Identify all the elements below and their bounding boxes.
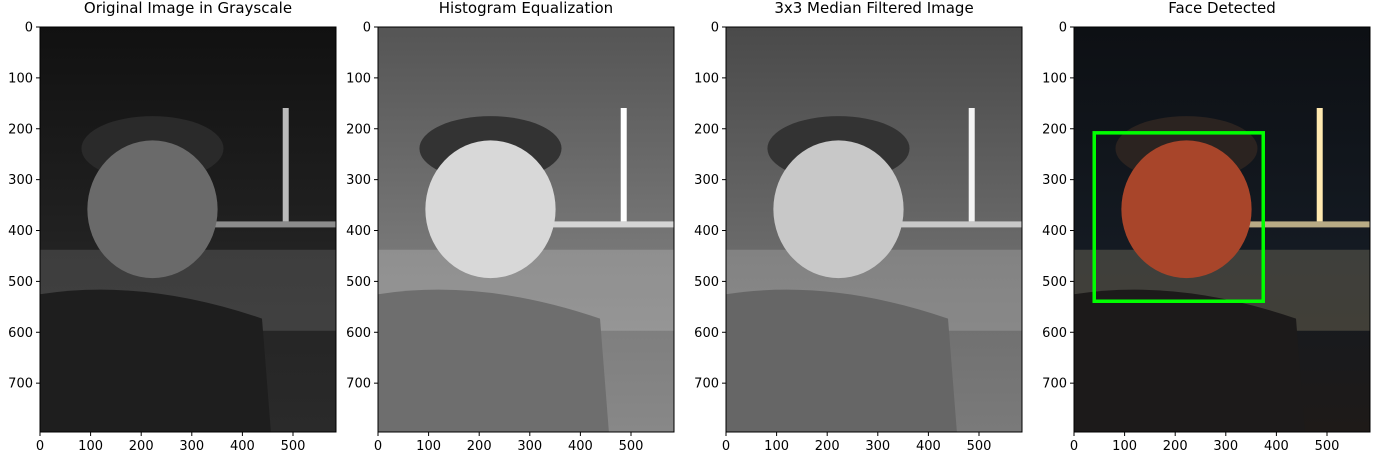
tower [282,108,289,222]
face [425,140,556,279]
axes-frame [39,26,337,433]
body [1074,289,1305,432]
city-lights [540,221,674,228]
y-tick-label: 100 [346,71,371,86]
x-tick-label: 400 [916,439,941,454]
face [87,140,218,279]
y-tick-label: 600 [1042,326,1067,341]
y-tick-label: 200 [1042,122,1067,137]
x-tick-label: 0 [374,439,382,454]
y-tick-label: 0 [711,21,719,36]
x-tick-label: 100 [764,439,789,454]
x-tick-label: 500 [281,439,306,454]
y-tick-label: 700 [694,377,719,392]
face [773,140,904,279]
x-tick-label: 200 [467,439,492,454]
x-tick-label: 300 [865,439,890,454]
x-tick-label: 500 [619,439,644,454]
y-tick-label: 700 [8,377,33,392]
y-tick-label: 700 [346,377,371,392]
panel: 3x3 Median Filtered Image 0 100 200 300 400 50… [694,0,1023,454]
y-tick-label: 100 [1042,71,1067,86]
panel-title: Face Detected [1168,0,1275,17]
body [378,289,609,432]
x-tick-label: 400 [1264,439,1289,454]
y-tick-label: 400 [1042,224,1067,239]
y-tick-label: 400 [8,224,33,239]
y-tick-label: 600 [346,326,371,341]
y-tick-label: 100 [8,71,33,86]
x-tick-label: 500 [967,439,992,454]
panel: Face Detected 0 100 200 300 400 500 0 100 200 300 4… [1042,0,1371,454]
body [40,289,271,432]
y-tick-label: 0 [25,21,33,36]
panel-title: Histogram Equalization [439,0,613,17]
y-tick-label: 500 [346,275,371,290]
y-tick-label: 500 [694,275,719,290]
y-tick-label: 300 [8,173,33,188]
y-tick-label: 0 [363,21,371,36]
y-tick-label: 400 [346,224,371,239]
x-tick-label: 400 [230,439,255,454]
y-tick-label: 200 [694,122,719,137]
axes-frame [725,26,1023,433]
axes-frame [377,26,675,433]
y-tick-label: 0 [1059,21,1067,36]
x-tick-label: 0 [722,439,730,454]
x-tick-label: 100 [1112,439,1137,454]
y-tick-label: 600 [694,326,719,341]
y-tick-label: 200 [346,122,371,137]
x-tick-label: 100 [416,439,441,454]
panel: Original Image in Grayscale 0 100 200 300 400… [8,0,337,454]
x-tick-label: 300 [179,439,204,454]
x-tick-label: 200 [815,439,840,454]
y-tick-label: 500 [1042,275,1067,290]
y-tick-label: 600 [8,326,33,341]
tower [968,108,975,222]
tower [620,108,627,222]
x-tick-label: 100 [78,439,103,454]
panel-title: Original Image in Grayscale [84,0,292,17]
x-tick-label: 500 [1315,439,1340,454]
city-lights [888,221,1022,228]
axes-frame [1073,26,1371,433]
x-tick-label: 0 [1070,439,1078,454]
y-tick-label: 700 [1042,377,1067,392]
y-tick-label: 300 [694,173,719,188]
y-tick-label: 500 [8,275,33,290]
face-box [1092,131,1265,303]
panel-title: 3x3 Median Filtered Image [774,0,973,17]
panel: Histogram Equalization 0 100 200 300 400 500 0 1… [346,0,675,454]
y-tick-label: 300 [1042,173,1067,188]
face [1121,140,1252,279]
x-tick-label: 200 [129,439,154,454]
x-tick-label: 400 [568,439,593,454]
city-lights [202,221,336,228]
y-tick-label: 300 [346,173,371,188]
y-tick-label: 200 [8,122,33,137]
y-tick-label: 400 [694,224,719,239]
x-tick-label: 300 [517,439,542,454]
x-tick-label: 200 [1163,439,1188,454]
body [726,289,957,432]
x-tick-label: 0 [36,439,44,454]
city-lights [1236,221,1370,228]
tower [1316,108,1323,222]
y-tick-label: 100 [694,71,719,86]
x-tick-label: 300 [1213,439,1238,454]
